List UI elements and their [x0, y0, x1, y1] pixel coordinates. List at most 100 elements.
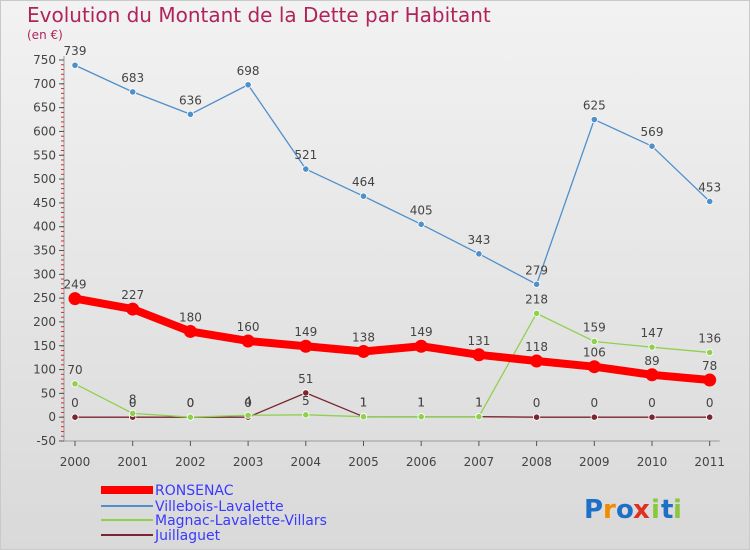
logo-letter: i: [673, 495, 682, 525]
data-point: [186, 413, 194, 421]
data-point: [129, 88, 137, 96]
data-point: [530, 354, 544, 368]
data-point: [299, 339, 313, 353]
data-point: [71, 413, 79, 421]
data-point: [183, 324, 197, 338]
data-point: [71, 61, 79, 69]
x-tick-label: 2001: [117, 455, 148, 469]
data-label: 0: [71, 396, 79, 410]
data-point: [357, 344, 370, 358]
x-tick-label: 2002: [175, 455, 206, 469]
data-label: 149: [294, 325, 317, 339]
unit-label: (en €): [27, 28, 63, 42]
data-point: [475, 413, 483, 421]
data-label: 160: [237, 320, 260, 334]
data-label: 89: [644, 354, 659, 368]
data-point: [590, 115, 598, 124]
data-label: 0: [129, 396, 137, 410]
data-label: 51: [298, 372, 313, 386]
data-label: 147: [641, 326, 664, 340]
legend-label: Magnac-Lavalette-Villars: [155, 513, 327, 529]
data-label: 0: [590, 396, 598, 410]
data-label: 249: [64, 278, 87, 292]
x-tick-label: 2007: [464, 455, 495, 469]
data-point: [590, 413, 598, 421]
legend-label: Juillaguet: [154, 528, 221, 544]
data-label: 739: [64, 44, 87, 58]
y-tick-label: 250: [33, 291, 56, 305]
data-point: [417, 413, 425, 421]
data-point: [68, 292, 82, 306]
y-tick-label: 300: [33, 267, 56, 281]
data-point: [532, 309, 541, 317]
y-tick-label: 50: [41, 386, 56, 400]
data-point: [706, 348, 714, 357]
series-line-ronsenac: [74, 294, 711, 385]
logo-letter: o: [616, 495, 634, 525]
data-point: [648, 142, 656, 150]
data-label: 625: [583, 99, 606, 113]
series-line-juillaguet: [75, 392, 710, 418]
y-tick-label: 750: [33, 53, 56, 67]
data-label: 70: [67, 363, 82, 377]
data-label: 464: [352, 175, 375, 189]
data-point: [472, 348, 486, 362]
y-tick-label: 350: [33, 244, 56, 258]
data-label: 106: [583, 346, 606, 360]
x-tick-label: 2004: [291, 455, 322, 469]
data-point: [186, 110, 194, 118]
data-label: 453: [698, 180, 721, 194]
x-tick-label: 2006: [406, 455, 437, 469]
x-tick-label: 2010: [637, 455, 668, 469]
data-label: 0: [648, 396, 656, 410]
data-point: [532, 413, 541, 421]
data-point: [706, 413, 714, 421]
data-label: 1: [417, 396, 425, 410]
y-tick-label: 650: [33, 101, 56, 115]
data-label: 149: [410, 325, 433, 339]
data-point: [417, 220, 425, 228]
y-tick-label: 200: [33, 315, 56, 329]
data-label: 569: [641, 125, 664, 139]
x-tick-label: 2003: [233, 455, 264, 469]
y-tick-label: 0: [48, 410, 56, 424]
data-label: 1: [417, 396, 425, 410]
data-label: 636: [179, 93, 202, 107]
data-label: 1: [360, 396, 368, 410]
y-tick-label: 150: [33, 339, 56, 353]
data-label: 118: [525, 340, 548, 354]
data-point: [129, 409, 137, 417]
data-label: 78: [702, 359, 717, 373]
data-point: [244, 411, 252, 419]
logo-letter: i: [651, 495, 660, 525]
series-line-villebois-lavalette: [74, 64, 711, 285]
data-point: [71, 380, 79, 388]
series-line-magnac-lavalette-villars: [74, 312, 710, 418]
y-tick-label: 100: [33, 363, 56, 377]
data-label: 405: [410, 203, 433, 217]
logo-letter: r: [603, 495, 616, 525]
data-point: [648, 343, 656, 351]
data-point: [302, 411, 310, 419]
data-point: [359, 413, 368, 421]
data-point: [244, 81, 252, 89]
y-tick-label: 400: [33, 220, 56, 234]
data-point: [703, 373, 717, 387]
y-tick-label: 450: [33, 196, 56, 210]
data-label: 227: [121, 288, 144, 302]
data-label: 8: [129, 392, 137, 406]
chart-title: Evolution du Montant de la Dette par Hab…: [27, 3, 491, 27]
legend-label: Villebois-Lavalette: [155, 499, 284, 515]
x-tick-label: 2008: [521, 455, 552, 469]
logo-letter: t: [661, 495, 673, 525]
x-tick-label: 2009: [579, 455, 610, 469]
data-label: 131: [467, 334, 490, 348]
data-label: 5: [302, 394, 310, 408]
data-label: 0: [706, 396, 714, 410]
logo-letter: x: [633, 495, 650, 525]
data-label: 343: [467, 233, 490, 247]
data-point: [532, 280, 541, 288]
data-point: [241, 334, 255, 348]
data-point: [587, 360, 601, 374]
data-point: [706, 197, 714, 206]
